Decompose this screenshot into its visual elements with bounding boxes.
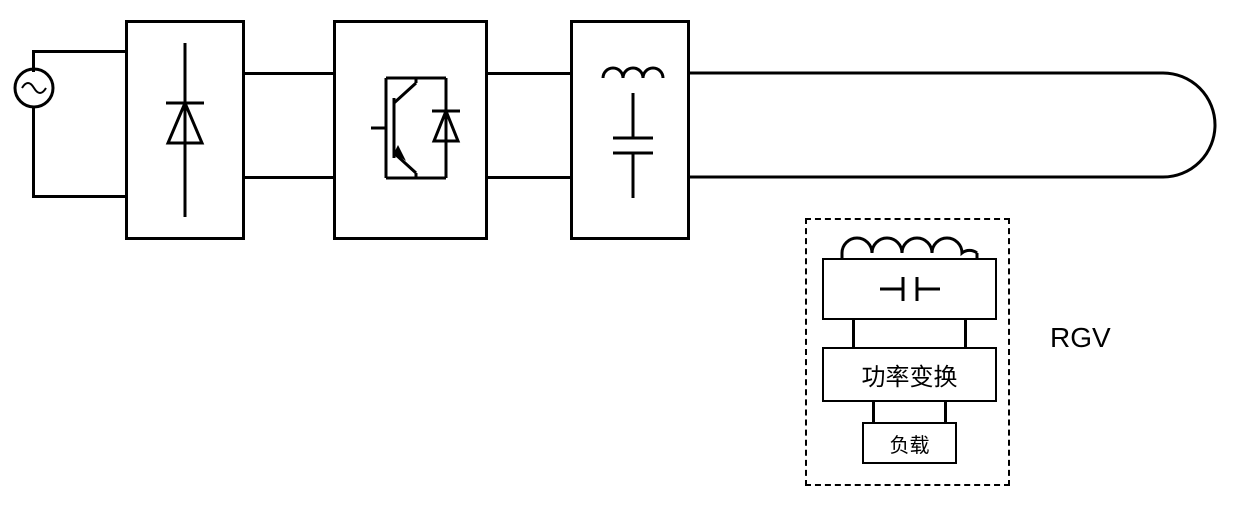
lc-icon (573, 23, 687, 237)
wire-source-top-down (32, 50, 35, 72)
rgv-label: RGV (1050, 322, 1111, 354)
wire-rgv-power-load-l (872, 402, 875, 422)
ac-source-icon (12, 66, 56, 110)
wire-b2-b3-top (488, 72, 572, 75)
secondary-coil-icon (827, 225, 992, 260)
power-label: 功率变换 (862, 357, 958, 392)
capacitor-icon (870, 269, 950, 309)
rgv-power-box: 功率变换 (822, 347, 997, 402)
rgv-container: 功率变换 负载 (805, 218, 1010, 486)
wire-rgv-cap-power-r (964, 320, 967, 348)
wire-b1-b2-bot (245, 176, 335, 179)
wire-b2-b3-bot (488, 176, 572, 179)
filter-block (570, 20, 690, 240)
wire-rgv-power-load-r (944, 402, 947, 422)
wire-source-top (32, 50, 127, 53)
inverter-block (333, 20, 488, 240)
track-loop (688, 70, 1218, 182)
wire-rgv-cap-power-l (852, 320, 855, 348)
wire-b1-b2-top (245, 72, 335, 75)
wire-source-bot (32, 195, 127, 198)
rgv-load-box: 负载 (862, 422, 957, 464)
load-label: 负载 (890, 429, 930, 458)
rgv-capacitor-box (822, 258, 997, 320)
wire-source-down (32, 108, 35, 198)
igbt-icon (336, 23, 485, 237)
diode-icon (128, 23, 242, 237)
rectifier-block (125, 20, 245, 240)
